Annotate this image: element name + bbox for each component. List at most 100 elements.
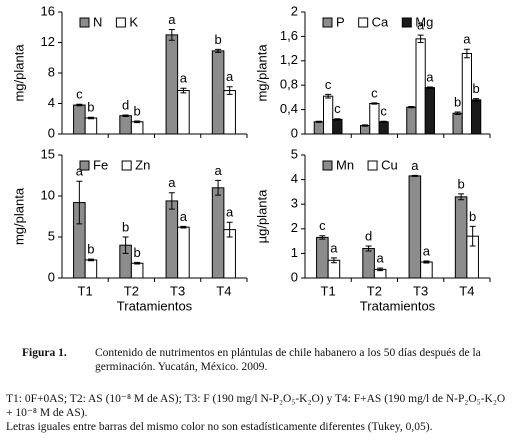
error-bar	[87, 258, 94, 262]
error-bar	[180, 225, 187, 229]
error-bar	[226, 86, 233, 95]
error-bar	[426, 86, 433, 89]
significance-letter: b	[457, 176, 464, 191]
legend-label: K	[129, 14, 138, 29]
significance-letter: d	[365, 228, 372, 243]
significance-letter: b	[134, 245, 141, 260]
legend-label: P	[336, 14, 345, 29]
y-tick-label: 12	[41, 34, 55, 49]
error-bar	[423, 260, 430, 264]
error-bar	[463, 48, 470, 59]
error-bar	[122, 114, 129, 117]
bar	[378, 121, 389, 135]
y-tick-label: 1	[291, 245, 298, 260]
x-tick-label: T4	[216, 283, 231, 298]
legend-swatch	[322, 160, 333, 171]
significance-letter: a	[180, 71, 188, 86]
legend-swatch	[115, 17, 126, 28]
bar	[211, 187, 225, 279]
bar	[73, 104, 86, 135]
x-tick-label: T3	[170, 283, 185, 298]
error-bar	[134, 120, 141, 124]
bar	[369, 103, 380, 135]
significance-letter: a	[330, 240, 338, 255]
y-tick-label: 0	[48, 125, 55, 140]
legend-swatch	[367, 160, 378, 171]
bar	[316, 236, 329, 279]
significance-letter: a	[426, 69, 434, 84]
significance-letter: b	[214, 32, 221, 47]
significance-letter: c	[319, 218, 326, 233]
bar	[313, 121, 324, 135]
note: T1: 0F+0AS; T2: AS (10⁻⁸ M de AS); T3: F…	[6, 393, 506, 419]
bar	[177, 90, 190, 135]
error-bar	[180, 87, 187, 94]
bar	[408, 175, 422, 279]
significance-letter: b	[454, 94, 461, 109]
error-bar	[371, 102, 378, 105]
error-bar	[226, 221, 233, 238]
legend-label: Cu	[381, 157, 398, 172]
bar	[415, 38, 426, 135]
significance-letter: b	[122, 219, 129, 234]
error-bar	[334, 118, 341, 121]
error-bar	[325, 93, 332, 99]
y-tick-label: 4	[48, 95, 55, 110]
significance-letter: a	[76, 164, 84, 179]
bar	[454, 196, 468, 279]
error-bar	[454, 111, 461, 115]
bar	[223, 90, 236, 135]
significance-letter: a	[214, 163, 222, 178]
y-tick-label: 0	[291, 125, 298, 140]
bar	[332, 118, 343, 135]
significance-letter: a	[168, 175, 176, 190]
bar	[177, 226, 190, 279]
caption-label: Figura 1.	[22, 347, 67, 359]
bar	[406, 106, 417, 135]
bar	[165, 200, 179, 279]
bar	[84, 117, 98, 135]
significance-letter: b	[87, 242, 94, 257]
bar	[452, 112, 463, 135]
bar	[471, 99, 482, 135]
error-bar	[417, 34, 424, 43]
error-bar	[168, 29, 175, 41]
legend-label: Fe	[93, 157, 108, 172]
significance-letter: c	[334, 101, 341, 116]
error-bar	[362, 124, 369, 127]
legend-label: Mg	[415, 14, 433, 29]
note: Letras iguales entre barras del mismo co…	[6, 421, 433, 433]
significance-letter: b	[134, 103, 141, 118]
significance-letter: a	[168, 12, 176, 27]
y-tick-label: 0,4	[280, 101, 298, 116]
y-tick-label: 5	[291, 146, 298, 161]
legend-label: N	[93, 14, 102, 29]
bar	[211, 50, 225, 135]
legend-swatch	[358, 17, 369, 28]
legend-swatch	[121, 160, 132, 171]
y-tick-label: 10	[41, 187, 55, 202]
y-axis-label: µg/planta	[254, 189, 269, 244]
significance-letter: c	[371, 85, 378, 100]
y-tick-label: 1,6	[280, 28, 298, 43]
error-bar	[458, 193, 465, 201]
error-bar	[122, 236, 129, 254]
legend-label: Mn	[336, 157, 354, 172]
bar	[130, 262, 144, 279]
significance-letter: c	[325, 77, 332, 92]
y-tick-label: 8	[48, 64, 55, 79]
error-bar	[469, 225, 476, 247]
x-axis-label: Tratamientos	[360, 298, 436, 313]
y-tick-label: 1,2	[280, 52, 298, 67]
error-bar	[411, 174, 418, 177]
x-tick-label: T1	[321, 283, 336, 298]
bar	[424, 87, 435, 135]
significance-letter: b	[469, 209, 476, 224]
x-tick-label: T2	[367, 283, 382, 298]
bar	[84, 259, 98, 279]
x-tick-label: T3	[413, 283, 428, 298]
error-bar	[215, 48, 222, 53]
error-bar	[380, 120, 387, 123]
significance-letter: a	[423, 243, 431, 258]
